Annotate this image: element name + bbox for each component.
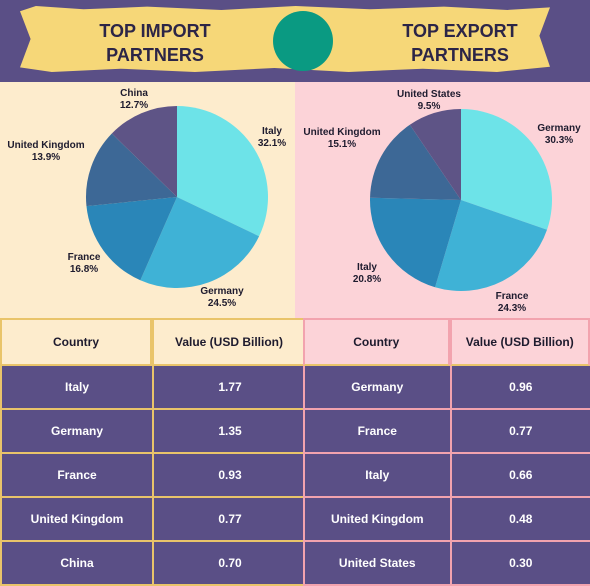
value-cell: 1.77	[152, 366, 306, 410]
pie-slice-united-kingdom	[370, 124, 461, 200]
table-row: Italy 1.77	[0, 366, 306, 410]
pie-slice-germany	[140, 197, 260, 288]
country-cell: United States	[303, 542, 450, 586]
column-header-value: Value (USD Billion)	[449, 318, 590, 366]
slice-label: United Kingdom 15.1%	[303, 127, 380, 150]
column-header-country: Country	[303, 318, 450, 366]
value-cell: 0.96	[449, 366, 590, 410]
import-table: Country Value (USD Billion) Italy 1.77 G…	[0, 318, 306, 586]
export-title: TOP EXPORT PARTNERS	[402, 21, 518, 65]
slice-label: Italy 20.8%	[353, 262, 381, 285]
slice-label: United States 9.5%	[397, 89, 461, 112]
slice-label: France 24.3%	[496, 291, 529, 314]
column-header-value: Value (USD Billion)	[152, 318, 306, 366]
table-row: United States 0.30	[303, 542, 590, 586]
import-pie-chart: Italy 32.1% Germany 24.5% France 16.8% United …	[7, 88, 286, 309]
country-cell: United Kingdom	[0, 498, 152, 542]
value-cell: 0.77	[449, 410, 590, 454]
country-cell: United Kingdom	[303, 498, 450, 542]
export-chart-panel: Germany 30.3% France 24.3% Italy 20.8% United …	[295, 82, 590, 318]
slice-label: France 16.8%	[68, 252, 101, 275]
pie-slice-france	[435, 200, 548, 291]
export-table: Country Value (USD Billion) Germany 0.96…	[303, 318, 590, 586]
table-row: Germany 1.35	[0, 410, 306, 454]
column-header-country: Country	[0, 318, 152, 366]
pie-slice-china	[111, 106, 177, 197]
value-cell: 0.48	[449, 498, 590, 542]
import-chart-panel: Italy 32.1% Germany 24.5% France 16.8% United …	[0, 82, 295, 318]
country-cell: Italy	[0, 366, 152, 410]
value-cell: 0.66	[449, 454, 590, 498]
slice-label: Italy 32.1%	[258, 126, 286, 149]
table-row: United Kingdom 0.77	[0, 498, 306, 542]
pie-slice-germany	[461, 109, 552, 230]
pie-slice-united-states	[409, 109, 461, 200]
country-cell: Germany	[0, 410, 152, 454]
pie-slice-united-kingdom	[86, 133, 177, 207]
country-cell: Italy	[303, 454, 450, 498]
value-cell: 0.70	[152, 542, 306, 586]
value-cell: 0.77	[152, 498, 306, 542]
table-row: United Kingdom 0.48	[303, 498, 590, 542]
accent-circle	[273, 11, 333, 71]
value-cell: 0.93	[152, 454, 306, 498]
country-cell: China	[0, 542, 152, 586]
table-row: Germany 0.96	[303, 366, 590, 410]
slice-label: Germany 24.5%	[200, 286, 244, 309]
country-cell: Germany	[303, 366, 450, 410]
slice-label: Germany 30.3%	[537, 123, 581, 146]
export-pie-chart: Germany 30.3% France 24.3% Italy 20.8% United …	[303, 89, 581, 314]
value-cell: 1.35	[152, 410, 306, 454]
slice-label: China 12.7%	[120, 88, 149, 111]
import-title: TOP IMPORT PARTNERS	[99, 21, 211, 65]
pie-slice-italy	[370, 197, 461, 288]
country-cell: France	[0, 454, 152, 498]
table-row: France 0.77	[303, 410, 590, 454]
pie-slice-italy	[177, 106, 268, 237]
table-row: China 0.70	[0, 542, 306, 586]
pie-slice-france	[86, 197, 177, 281]
slice-label: United Kingdom 13.9%	[7, 140, 84, 163]
value-cell: 0.30	[449, 542, 590, 586]
table-row: France 0.93	[0, 454, 306, 498]
country-cell: France	[303, 410, 450, 454]
table-row: Italy 0.66	[303, 454, 590, 498]
